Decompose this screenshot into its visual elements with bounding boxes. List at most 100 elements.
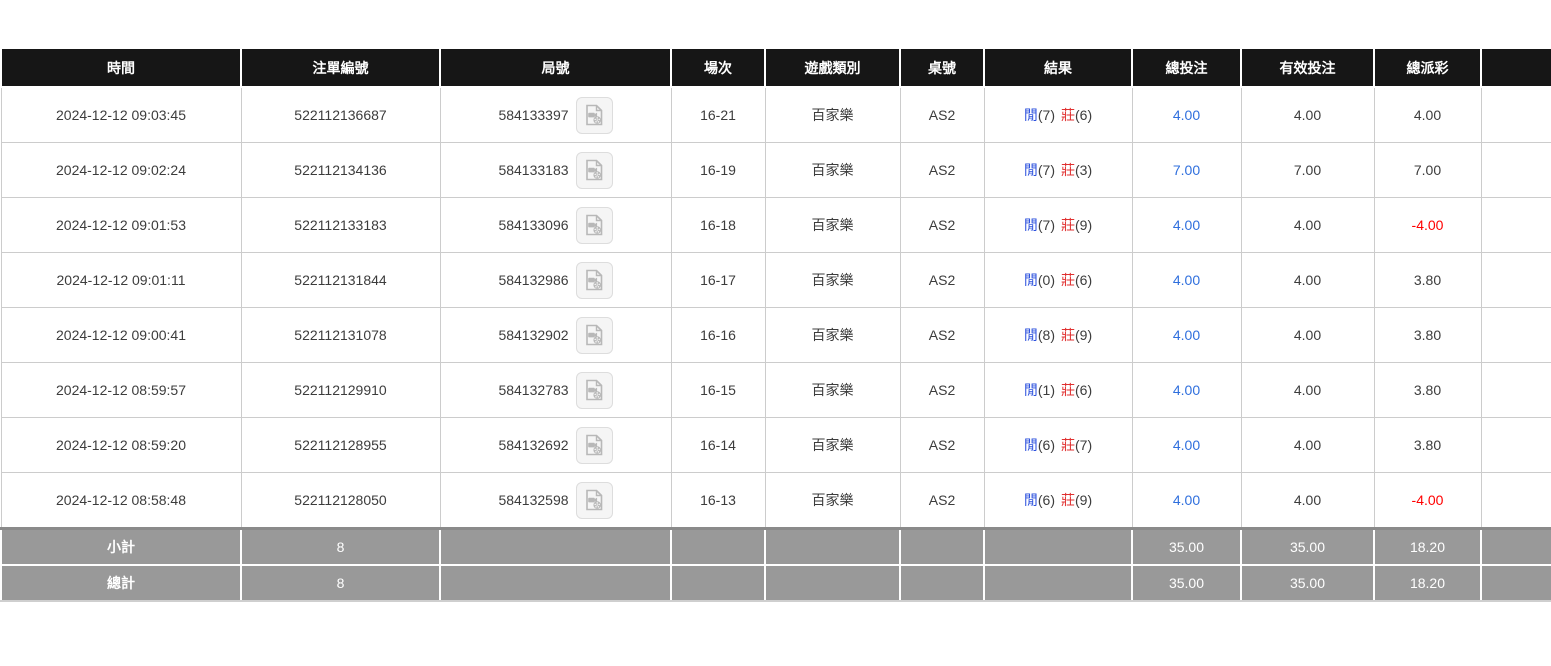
game-number: 584132902	[498, 327, 569, 343]
valid-bet-cell: 4.00	[1240, 197, 1375, 253]
table-row: 2024-12-12 09:00:41 522112131078 5841329…	[0, 307, 1551, 363]
player-score: (7)	[1037, 217, 1055, 233]
total-bet-link[interactable]: 7.00	[1172, 162, 1201, 178]
result-cell: 閒(7) 莊(9)	[983, 197, 1133, 253]
game-number-cell: 584132598	[439, 472, 672, 529]
player-result-label: 閒	[1023, 327, 1038, 343]
total-bet-cell: 4.00	[1131, 252, 1242, 308]
banker-score: (9)	[1075, 492, 1093, 508]
video-replay-button[interactable]	[575, 96, 613, 134]
game-type-cell: 百家樂	[764, 307, 901, 363]
game-number-cell: 584132692	[439, 417, 672, 473]
valid-bet-cell: 4.00	[1240, 252, 1375, 308]
bet-number-cell: 522112129910	[240, 362, 441, 418]
table-row: 2024-12-12 09:01:53 522112133183 5841330…	[0, 197, 1551, 253]
total-bet-link[interactable]: 4.00	[1172, 107, 1201, 123]
game-number: 584132986	[498, 272, 569, 288]
table-row: 2024-12-12 09:01:11 522112131844 5841329…	[0, 252, 1551, 308]
total-payout-cell: 3.80	[1373, 307, 1482, 363]
banker-result-label: 莊	[1061, 272, 1075, 288]
session-cell: 16-16	[670, 307, 766, 363]
result-cell: 閒(6) 莊(7)	[983, 417, 1133, 473]
player-result-label: 閒	[1023, 437, 1038, 453]
subtotal-blank	[439, 527, 672, 566]
result-cell: 閒(0) 莊(6)	[983, 252, 1133, 308]
game-number: 584132783	[498, 382, 569, 398]
table-number-cell: AS2	[899, 86, 985, 143]
table-header: 時間 注單編號 局號 場次 遊戲類別 桌號 結果 總投注 有效投注 總派彩	[0, 47, 1551, 88]
time-cell: 2024-12-12 09:02:24	[0, 142, 242, 198]
game-number: 584132692	[498, 437, 569, 453]
time-cell: 2024-12-12 08:58:48	[0, 472, 242, 529]
player-score: (8)	[1037, 327, 1055, 343]
total-payout-cell: 3.80	[1373, 417, 1482, 473]
game-number-cell: 584133183	[439, 142, 672, 198]
total-payout-cell: 4.00	[1373, 86, 1482, 143]
total-bet-link[interactable]: 4.00	[1172, 437, 1201, 453]
table-number-cell: AS2	[899, 252, 985, 308]
time-cell: 2024-12-12 09:03:45	[0, 86, 242, 143]
table-row: 2024-12-12 09:03:45 522112136687 5841333…	[0, 86, 1551, 143]
session-cell: 16-19	[670, 142, 766, 198]
subtotal-count: 8	[240, 527, 441, 566]
col-header-valid-bet: 有效投注	[1240, 47, 1375, 88]
video-replay-icon	[582, 433, 606, 457]
video-replay-button[interactable]	[575, 261, 613, 299]
blank-cell	[1480, 472, 1551, 529]
bet-number-cell: 522112128955	[240, 417, 441, 473]
banker-result-label: 莊	[1061, 382, 1075, 398]
session-cell: 16-15	[670, 362, 766, 418]
subtotal-total-bet: 35.00	[1131, 527, 1242, 566]
session-cell: 16-21	[670, 86, 766, 143]
banker-score: (6)	[1075, 107, 1093, 123]
video-replay-button[interactable]	[575, 481, 613, 519]
player-result-label: 閒	[1023, 107, 1038, 123]
time-cell: 2024-12-12 08:59:20	[0, 417, 242, 473]
blank-cell	[1480, 362, 1551, 418]
result-cell: 閒(1) 莊(6)	[983, 362, 1133, 418]
game-number: 584133096	[498, 217, 569, 233]
valid-bet-cell: 4.00	[1240, 472, 1375, 529]
grand-total-row: 總計 8 35.00 35.00 18.20	[0, 564, 1551, 602]
time-cell: 2024-12-12 08:59:57	[0, 362, 242, 418]
video-replay-icon	[582, 488, 606, 512]
total-bet-link[interactable]: 4.00	[1172, 217, 1201, 233]
table-number-cell: AS2	[899, 472, 985, 529]
table-row: 2024-12-12 08:58:48 522112128050 5841325…	[0, 472, 1551, 529]
video-replay-icon	[582, 378, 606, 402]
player-score: (7)	[1037, 162, 1055, 178]
valid-bet-cell: 4.00	[1240, 307, 1375, 363]
table-footer: 小計 8 35.00 35.00 18.20 總計 8 35.00 35.00 …	[0, 527, 1551, 602]
valid-bet-cell: 4.00	[1240, 417, 1375, 473]
banker-score: (7)	[1075, 437, 1093, 453]
bet-number-cell: 522112128050	[240, 472, 441, 529]
video-replay-button[interactable]	[575, 151, 613, 189]
total-bet-link[interactable]: 4.00	[1172, 327, 1201, 343]
video-replay-button[interactable]	[575, 206, 613, 244]
game-number: 584132598	[498, 492, 569, 508]
game-number-cell: 584133397	[439, 86, 672, 143]
col-header-total-bet: 總投注	[1131, 47, 1242, 88]
total-bet-link[interactable]: 4.00	[1172, 382, 1201, 398]
bet-number-cell: 522112131844	[240, 252, 441, 308]
grand-total-blank	[1480, 564, 1551, 602]
valid-bet-cell: 4.00	[1240, 86, 1375, 143]
total-bet-link[interactable]: 4.00	[1172, 492, 1201, 508]
player-score: (1)	[1037, 382, 1055, 398]
video-replay-button[interactable]	[575, 426, 613, 464]
banker-score: (3)	[1075, 162, 1093, 178]
player-result-label: 閒	[1023, 382, 1038, 398]
grand-total-blank	[983, 564, 1133, 602]
header-row: 時間 注單編號 局號 場次 遊戲類別 桌號 結果 總投注 有效投注 總派彩	[0, 47, 1551, 88]
player-result-label: 閒	[1023, 272, 1038, 288]
total-bet-cell: 4.00	[1131, 197, 1242, 253]
blank-cell	[1480, 417, 1551, 473]
bet-number-cell: 522112131078	[240, 307, 441, 363]
total-bet-cell: 4.00	[1131, 362, 1242, 418]
game-type-cell: 百家樂	[764, 86, 901, 143]
blank-cell	[1480, 86, 1551, 143]
total-bet-link[interactable]: 4.00	[1172, 272, 1201, 288]
video-replay-button[interactable]	[575, 316, 613, 354]
video-replay-button[interactable]	[575, 371, 613, 409]
grand-total-count: 8	[240, 564, 441, 602]
